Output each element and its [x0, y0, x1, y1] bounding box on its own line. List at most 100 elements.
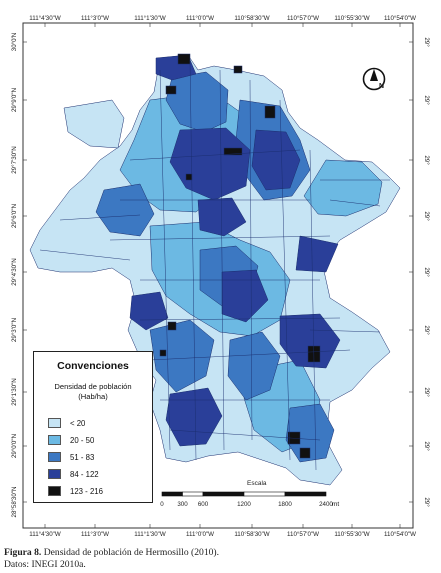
density-84-122-d [295, 235, 339, 273]
legend-subtitle-line2: (Hab/ha) [78, 392, 108, 401]
figure-text: Densidad de población de Hermosillo (201… [41, 547, 220, 558]
coord-label: 111°0'0"W [186, 531, 214, 538]
coord-label: 29°1'30"N [11, 378, 18, 406]
scale-label: 300 [177, 501, 188, 508]
scale-label: 600 [198, 501, 209, 508]
coord-label: 111°1'30"W [134, 531, 166, 538]
density-84-122-f [165, 387, 223, 447]
density-51-83-f [227, 331, 281, 401]
scale-title: Escala [247, 480, 267, 487]
scale-unit: mt [332, 501, 339, 508]
legend-title: Convenciones [57, 360, 129, 372]
coord-label: 29°9'0"N [11, 88, 18, 112]
density-123-216-a [177, 53, 191, 65]
coord-label: 111°0'0"W [186, 15, 214, 22]
density-51-83-a [165, 71, 229, 133]
density-84-122-g [279, 313, 341, 369]
block-boundaries [39, 59, 390, 471]
coord-label: 29° [423, 497, 430, 507]
coord-label: 29° [423, 325, 430, 335]
legend-item: < 20 [48, 417, 85, 429]
legend: Convenciones Densidad de población (Hab/… [33, 351, 153, 503]
coord-label: 29° [423, 95, 430, 105]
density-84-122-a [169, 127, 251, 201]
legend-subtitle-line1: Densidad de población [54, 382, 132, 391]
coord-label: 29° [423, 37, 430, 47]
scale-segments [161, 491, 327, 497]
density-51-83-e [149, 319, 215, 393]
north-label: N [379, 83, 384, 90]
scale-segment [202, 491, 245, 497]
coord-label: 29°0'0"N [11, 434, 18, 458]
legend-label: 123 - 216 [70, 486, 103, 496]
density-51-83-c [95, 183, 155, 237]
density-123-216-j [159, 349, 167, 357]
left-coordinates: 30°0'N 29°9'0"N 29°7'30"N 29°6'0"N 29°4'30"N… [11, 33, 27, 518]
coord-label: 30°0'N [11, 33, 18, 51]
legend-swatch [48, 418, 61, 428]
coord-label: 110°57'0"W [287, 531, 319, 538]
density-123-216-b [165, 85, 177, 95]
north-arrow-icon: N [362, 67, 386, 91]
legend-swatch [48, 469, 61, 479]
coord-label: 29°4'30"N [11, 258, 18, 286]
coord-label: 111°3'0"W [81, 15, 109, 22]
coord-label: 29° [423, 387, 430, 397]
density-84-122-h [197, 197, 247, 237]
density-123-216-h [299, 447, 311, 459]
coord-label: 110°58'30"W [234, 15, 269, 22]
figure-caption: Figura 8. Densidad de población de Hermo… [4, 547, 219, 558]
legend-label: 51 - 83 [70, 452, 95, 462]
scale-segment [182, 491, 204, 497]
scale-label: 1200 [237, 501, 251, 508]
legend-item: 20 - 50 [48, 434, 94, 446]
coord-label: 111°1'30"W [134, 15, 166, 22]
city-polygons [29, 53, 401, 486]
legend-label: < 20 [70, 418, 86, 428]
legend-swatch [48, 435, 61, 445]
coord-label: 111°4'30"W [29, 15, 61, 22]
legend-item: 84 - 122 [48, 468, 99, 480]
density-51-83-g [285, 403, 335, 463]
figure-source: Datos: INEGI 2010a. [4, 559, 86, 570]
coord-label: 29° [423, 267, 430, 277]
urban-area-northwest [63, 99, 125, 149]
scale-label: 1800 [278, 501, 292, 508]
coord-label: 29° [423, 211, 430, 221]
legend-item: 51 - 83 [48, 451, 94, 463]
coord-label: 111°3'0"W [81, 531, 109, 538]
scale-labels: 0 300 600 1200 1800 2400 [160, 501, 333, 508]
density-123-216-c [223, 147, 243, 156]
legend-label: 20 - 50 [70, 435, 95, 445]
density-123-216-d [264, 105, 276, 119]
legend-item: 123 - 216 [48, 485, 103, 497]
scale-label: 0 [160, 501, 164, 508]
bottom-coordinates: 111°4'30"W 111°3'0"W 111°1'30"W 111°0'0"W 11… [29, 524, 416, 538]
coord-label: 110°54'0"W [384, 531, 416, 538]
legend-subtitle: Densidad de población (Hab/ha) [34, 382, 152, 402]
coord-label: 110°58'30"W [234, 531, 269, 538]
coord-label: 29° [423, 441, 430, 451]
legend-label: 84 - 122 [70, 469, 99, 479]
coord-label: 29°7'30"N [11, 146, 18, 174]
coord-label: 110°55'30"W [334, 531, 369, 538]
scale-bar: Escala 0 300 600 1200 1800 2400 mt [160, 480, 339, 508]
scale-segment [161, 491, 183, 497]
density-84-122-b [251, 129, 301, 191]
coord-label: 29°6'0"N [11, 204, 18, 228]
scale-label: 2400 [319, 501, 333, 508]
coord-label: 110°54'0"W [384, 15, 416, 22]
density-20-50-c [303, 159, 383, 217]
coord-label: 111°4'30"W [29, 531, 61, 538]
coord-label: 29° [423, 155, 430, 165]
legend-swatch [48, 452, 61, 462]
legend-swatch [48, 486, 61, 496]
density-123-216-i [167, 321, 177, 331]
coord-label: 110°55'30"W [334, 15, 369, 22]
coord-label: 29°3'0"N [11, 318, 18, 342]
density-123-216-e [233, 65, 243, 74]
coord-label: 110°57'0"W [287, 15, 319, 22]
coord-label: 28°58'30"N [11, 487, 18, 518]
figure-label: Figura 8. [4, 547, 42, 558]
density-123-216-k [185, 173, 193, 181]
